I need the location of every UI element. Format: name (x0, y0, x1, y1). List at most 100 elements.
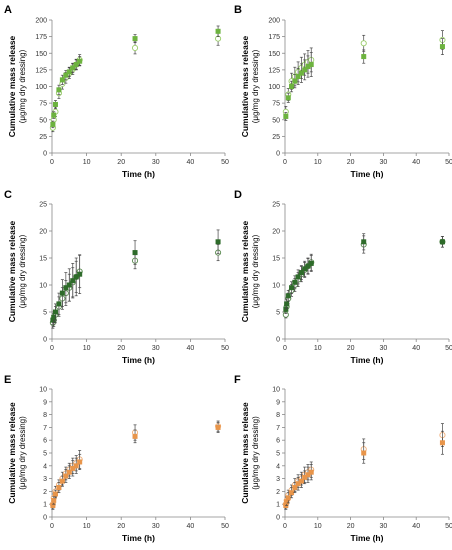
y-axis-title: Cumulative mass release (7, 402, 17, 504)
y-tick-label: 50 (272, 117, 280, 124)
y-tick-label: 200 (268, 18, 280, 25)
x-tick-label: 50 (445, 523, 452, 530)
data-point (305, 263, 311, 269)
panel-letter: E (4, 374, 11, 386)
panel-letter: F (234, 374, 241, 386)
y-tick-label: 1 (43, 502, 47, 509)
data-point (289, 84, 295, 90)
y-tick-label: 0 (276, 515, 280, 522)
y-tick-label: 10 (39, 387, 47, 394)
x-tick-label: 10 (314, 159, 322, 166)
y-tick-label: 125 (35, 67, 47, 74)
y-tick-label: 3 (276, 476, 280, 483)
data-point (56, 87, 62, 93)
data-point (73, 274, 79, 280)
data-point (283, 113, 289, 119)
series-open (282, 423, 446, 509)
y-tick-label: 15 (39, 256, 47, 263)
x-axis-title: Time (h) (351, 355, 384, 365)
chart-panel-b: B 0 25 50 75 100 125 150 175 200 0 10 20 30 40 50 Time (… (234, 4, 452, 179)
data-point (70, 65, 76, 71)
y-tick-label: 5 (43, 451, 47, 458)
chart-panel-d: D 0 5 10 15 20 25 0 10 20 30 40 50 Time (h) Cumulative… (234, 189, 452, 365)
panel-letter: C (4, 189, 12, 201)
y-axis-unit: (μg/mg dry dressing) (251, 416, 260, 490)
data-point (292, 279, 298, 285)
data-point (292, 78, 298, 84)
y-tick-label: 175 (35, 34, 47, 41)
y-tick-label: 9 (43, 399, 47, 406)
x-tick-label: 40 (187, 159, 195, 166)
x-axis-title: Time (h) (351, 169, 384, 179)
y-axis-title: Cumulative mass release (7, 35, 17, 137)
data-point (52, 309, 58, 315)
y-tick-label: 7 (276, 425, 280, 432)
data-point (63, 72, 69, 78)
y-tick-label: 7 (43, 425, 47, 432)
series-filled (50, 25, 221, 129)
data-point (56, 485, 62, 491)
x-axis-title: Time (h) (122, 533, 155, 543)
y-tick-label: 200 (35, 18, 47, 25)
y-tick-label: 25 (272, 134, 280, 141)
data-point (77, 271, 83, 277)
y-tick-label: 25 (272, 202, 280, 209)
panel-letter: B (234, 4, 242, 16)
y-tick-label: 100 (35, 84, 47, 91)
x-tick-label: 50 (221, 159, 229, 166)
data-point (66, 282, 72, 288)
y-tick-label: 0 (43, 337, 47, 344)
data-point (305, 472, 311, 478)
x-tick-label: 30 (380, 159, 388, 166)
y-tick-label: 3 (43, 476, 47, 483)
data-point (50, 502, 56, 508)
x-tick-label: 10 (314, 523, 322, 530)
x-tick-label: 0 (283, 159, 287, 166)
y-tick-label: 6 (43, 438, 47, 445)
data-point (63, 285, 69, 291)
x-axis-title: Time (h) (351, 533, 384, 543)
y-axis-unit: (μg/mg dry dressing) (18, 49, 27, 123)
series-filled (50, 421, 221, 510)
data-point (439, 440, 445, 446)
y-tick-label: 0 (276, 337, 280, 344)
x-tick-label: 20 (347, 159, 355, 166)
y-tick-label: 2 (276, 489, 280, 496)
data-point (302, 67, 308, 73)
y-tick-label: 2 (43, 489, 47, 496)
data-point (70, 278, 76, 284)
data-point (52, 101, 58, 107)
chart-panel-c: C 0 5 10 15 20 25 0 10 20 30 40 50 Time (h) Cumulative… (4, 189, 229, 365)
data-point (132, 250, 138, 256)
x-tick-label: 10 (83, 345, 91, 352)
data-point (215, 28, 221, 34)
y-axis-unit: (μg/mg dry dressing) (251, 49, 260, 123)
y-tick-label: 75 (39, 101, 47, 108)
y-tick-label: 8 (276, 412, 280, 419)
data-point (50, 121, 56, 127)
y-axis-unit: (μg/mg dry dressing) (251, 234, 260, 308)
series-filled (50, 229, 221, 325)
data-point (70, 465, 76, 471)
data-point (360, 40, 367, 47)
data-point (439, 239, 445, 245)
data-point (51, 314, 57, 320)
x-tick-label: 0 (50, 159, 54, 166)
data-point (66, 69, 72, 75)
data-point (361, 54, 367, 60)
x-tick-label: 50 (221, 523, 229, 530)
y-tick-label: 20 (272, 229, 280, 236)
y-tick-label: 25 (39, 134, 47, 141)
data-point (66, 469, 72, 475)
data-point (132, 36, 138, 42)
y-tick-label: 0 (276, 151, 280, 158)
y-tick-label: 125 (268, 67, 280, 74)
data-point (302, 474, 308, 480)
x-tick-label: 10 (83, 159, 91, 166)
y-tick-label: 150 (268, 51, 280, 58)
y-tick-label: 150 (35, 51, 47, 58)
chart-panel-a: A 0 25 50 75 100 125 150 175 200 0 10 20 30 40 50 Time (… (4, 4, 229, 179)
series-open (49, 31, 222, 133)
chart-panel-f: F 0 1 2 3 4 5 6 7 8 9 10 0 10 20 30 40 50 Time (h) Cumulati… (234, 374, 452, 543)
x-tick-label: 40 (412, 345, 420, 352)
